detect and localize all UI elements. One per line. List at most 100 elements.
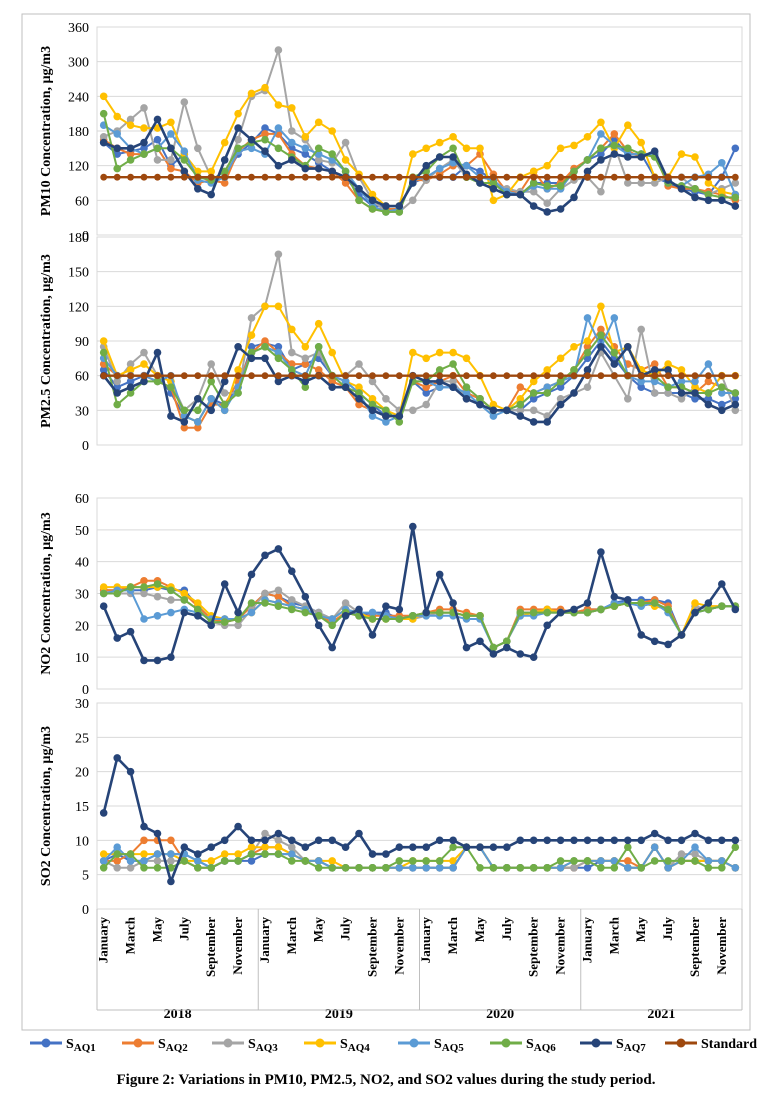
point-saq7 (126, 144, 135, 153)
point-standard (449, 372, 457, 380)
point-saq6 (516, 400, 525, 409)
y-tick-label: 30 (75, 697, 89, 712)
point-saq6 (489, 179, 498, 187)
point-saq7 (570, 389, 578, 397)
point-saq4 (274, 101, 283, 109)
point-saq1 (113, 150, 121, 158)
point-saq7 (140, 656, 148, 665)
point-standard (167, 173, 175, 181)
point-saq5 (718, 857, 726, 865)
x-tick-label: September (526, 917, 541, 977)
point-saq6 (140, 583, 148, 591)
point-saq6 (247, 599, 256, 607)
point-saq3 (126, 864, 135, 872)
point-saq7 (704, 196, 713, 205)
point-saq6 (126, 389, 135, 397)
point-saq7 (583, 836, 592, 845)
point-saq7 (718, 580, 726, 588)
point-saq1 (247, 343, 256, 351)
point-saq5 (207, 395, 215, 403)
point-saq4 (99, 850, 108, 858)
point-saq6 (570, 857, 578, 865)
point-saq6 (637, 599, 645, 607)
point-saq6 (153, 144, 162, 153)
point-saq6 (395, 615, 404, 623)
point-saq7 (328, 836, 337, 845)
point-saq2 (167, 836, 175, 845)
point-saq6 (153, 377, 162, 386)
point-saq3 (677, 850, 686, 858)
point-saq7 (301, 164, 310, 173)
series-line-saq6 (102, 113, 736, 213)
point-saq3 (288, 843, 296, 851)
point-saq1 (637, 383, 645, 392)
point-saq7 (382, 202, 390, 210)
point-saq7 (368, 406, 377, 415)
point-saq3 (99, 133, 108, 141)
point-saq7 (395, 202, 404, 210)
point-standard (651, 173, 659, 181)
point-saq5 (435, 864, 444, 872)
point-saq5 (691, 843, 699, 851)
point-saq4 (449, 133, 457, 141)
y-tick-label: 60 (75, 194, 89, 209)
point-saq6 (288, 857, 296, 865)
point-saq3 (288, 596, 296, 604)
point-saq7 (409, 843, 417, 851)
point-saq5 (610, 314, 619, 322)
point-saq7 (167, 412, 175, 420)
point-saq5 (140, 857, 148, 865)
x-tick-label: March (284, 916, 299, 954)
year-label: 2019 (325, 1007, 353, 1022)
point-saq7 (718, 836, 726, 845)
point-saq7 (409, 522, 417, 531)
point-saq6 (180, 857, 189, 865)
point-saq3 (153, 592, 162, 601)
y-tick-label: 150 (68, 266, 89, 281)
point-saq3 (234, 135, 242, 144)
point-saq3 (288, 127, 296, 135)
point-saq6 (234, 615, 242, 623)
point-saq1 (261, 124, 269, 132)
point-standard (180, 372, 188, 380)
point-saq4 (462, 354, 471, 363)
point-saq3 (113, 864, 121, 872)
point-saq6 (409, 612, 417, 620)
point-saq3 (677, 395, 686, 403)
point-saq5 (583, 314, 592, 322)
point-saq2 (220, 179, 229, 187)
point-saq7 (529, 202, 538, 210)
point-saq5 (167, 608, 175, 617)
point-saq7 (113, 144, 121, 153)
point-saq7 (610, 150, 619, 158)
point-saq2 (597, 325, 605, 334)
point-standard (637, 372, 645, 380)
point-saq6 (570, 366, 578, 374)
point-saq7 (382, 850, 390, 858)
point-saq6 (314, 864, 323, 872)
legend-marker (676, 1038, 686, 1048)
point-saq7 (99, 809, 108, 817)
x-tick-label: November (230, 917, 245, 975)
point-saq6 (597, 144, 605, 153)
point-saq6 (99, 864, 108, 872)
point-saq6 (583, 348, 592, 357)
point-saq7 (382, 412, 390, 420)
point-standard (731, 372, 739, 380)
point-saq6 (234, 144, 242, 153)
point-saq4 (140, 850, 148, 858)
point-saq6 (261, 599, 269, 607)
x-tick-label: May (149, 917, 164, 943)
point-saq4 (409, 348, 417, 357)
point-standard (409, 372, 417, 380)
point-saq4 (288, 325, 296, 334)
point-saq6 (140, 864, 148, 872)
y-tick-label: 60 (75, 492, 89, 507)
point-saq4 (637, 138, 645, 147)
point-saq6 (113, 850, 121, 858)
point-saq7 (355, 395, 363, 403)
point-saq3 (167, 857, 175, 865)
point-saq7 (113, 634, 121, 642)
point-saq3 (153, 156, 162, 164)
point-saq4 (583, 133, 592, 141)
